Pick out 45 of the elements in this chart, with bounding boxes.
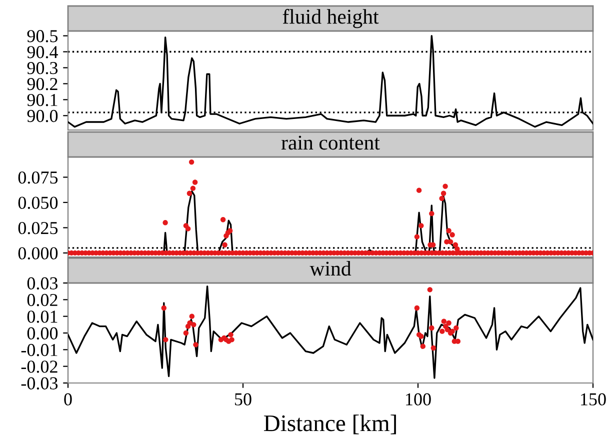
- point: [193, 342, 198, 348]
- y-tick-label: 90.2: [27, 78, 58, 90]
- point: [228, 332, 234, 338]
- point: [418, 334, 424, 339]
- chart-title: rain content: [281, 136, 380, 150]
- point: [446, 320, 452, 326]
- point: [183, 330, 189, 336]
- x-tick-label: 100: [406, 393, 431, 406]
- y-tick-label: 0.02: [27, 294, 58, 306]
- point: [163, 337, 168, 342]
- y-tick-label: 90.1: [27, 94, 58, 106]
- y-tick-label: 0.025: [18, 222, 58, 234]
- point: [427, 287, 432, 292]
- point: [229, 337, 234, 342]
- y-tick-label: -0.01: [21, 344, 58, 356]
- point: [430, 345, 436, 351]
- x-tick-label: 50: [235, 393, 252, 406]
- point: [440, 328, 445, 334]
- point: [414, 305, 420, 311]
- y-tick-label: 90.0: [27, 110, 58, 122]
- y-tick-label: 0.000: [18, 247, 58, 260]
- x-axis-title: Distance [km]: [264, 414, 396, 434]
- point: [420, 344, 426, 349]
- y-tick-label: -0.02: [21, 360, 58, 373]
- point: [441, 318, 446, 324]
- y-tick-label: 90.5: [27, 30, 58, 42]
- y-tick-label: 0.03: [27, 277, 58, 290]
- y-tick-label: 90.4: [27, 46, 58, 58]
- y-tick-label: 0.075: [18, 171, 58, 184]
- line-series: [68, 34, 593, 128]
- point: [454, 325, 459, 331]
- point: [189, 314, 194, 319]
- chart-title: fluid height: [282, 8, 379, 28]
- y-tick-label: 0.00: [27, 327, 58, 340]
- y-tick-label: 90.3: [27, 62, 58, 74]
- y-tick-label: 0.01: [27, 310, 58, 323]
- x-tick-label: 150: [581, 393, 606, 406]
- x-tick-label: 0: [64, 393, 72, 406]
- y-tick-label: -0.03: [21, 377, 58, 390]
- point: [429, 325, 434, 331]
- point: [191, 322, 196, 328]
- point: [161, 305, 166, 311]
- y-tick-label: 0.050: [18, 196, 58, 209]
- chart-title: wind: [310, 261, 352, 276]
- point: [444, 327, 450, 332]
